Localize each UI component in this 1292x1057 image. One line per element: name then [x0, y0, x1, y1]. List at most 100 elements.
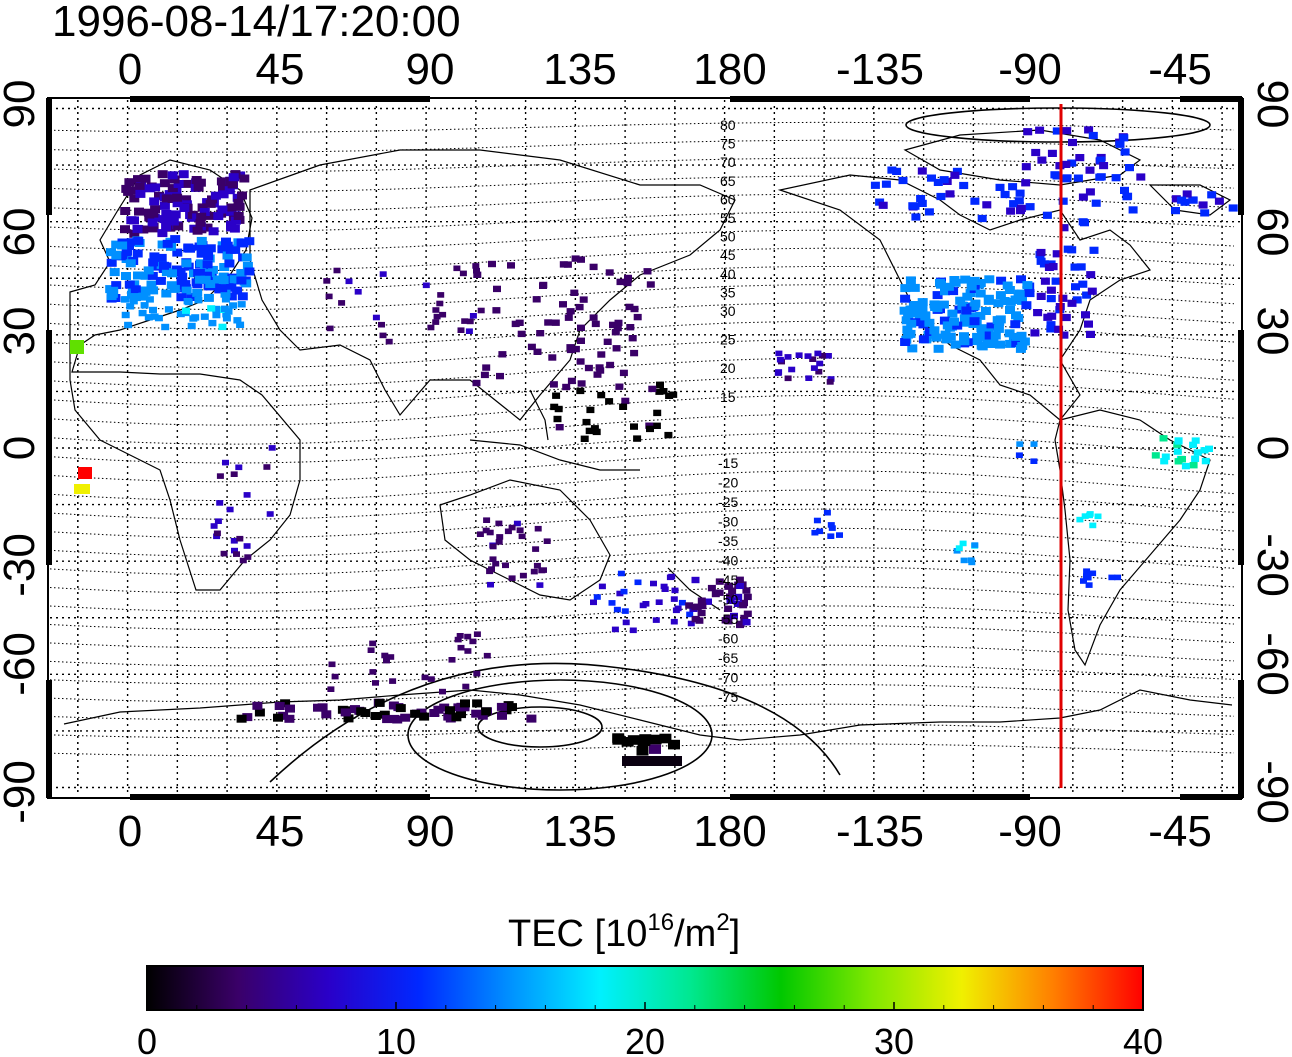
tec-cell	[460, 699, 470, 708]
tec-cell	[453, 265, 461, 272]
mlat-contour	[49, 664, 1235, 685]
tec-cell	[1031, 148, 1041, 157]
tec-cell	[389, 714, 400, 723]
tec-cell	[811, 529, 819, 536]
tec-cell	[887, 166, 897, 174]
tec-cell	[995, 340, 1005, 349]
tec-cell	[637, 736, 650, 746]
tec-cell	[236, 714, 247, 723]
tec-cell	[325, 293, 333, 300]
tec-cell	[236, 321, 245, 328]
tec-cell	[648, 385, 657, 393]
tec-cell	[1084, 320, 1093, 328]
lon-tick-label-top: -45	[1148, 45, 1212, 94]
tec-cell	[226, 283, 237, 292]
tec-cell	[199, 208, 210, 216]
tec-cell	[1016, 275, 1026, 284]
tec-cell	[214, 518, 222, 524]
coastline	[1148, 184, 1232, 216]
tec-cell	[950, 340, 961, 349]
tec-cell	[170, 235, 181, 244]
tec-cell	[571, 345, 580, 353]
tec-cell	[907, 307, 918, 316]
tec-cell	[650, 580, 657, 587]
tec-cell	[274, 702, 285, 710]
tec-cell	[969, 317, 980, 326]
tec-cell	[317, 703, 328, 712]
tec-cell	[670, 596, 678, 602]
tec-cell	[1010, 320, 1021, 329]
tec-cell	[907, 344, 918, 353]
tec-cell	[236, 276, 247, 285]
tec-cell	[241, 253, 252, 262]
mlat-contour	[49, 229, 1235, 252]
tec-cell	[993, 324, 1004, 333]
tec-cell	[140, 271, 151, 280]
tec-cell	[432, 319, 440, 325]
tec-cell	[172, 199, 183, 208]
tec-cell	[577, 256, 585, 263]
tec-cell	[383, 657, 390, 664]
tec-cell	[133, 236, 144, 245]
tec-cell	[146, 280, 157, 289]
tec-cell	[538, 567, 546, 574]
tec-cell	[932, 291, 943, 300]
tec-cell	[148, 286, 159, 295]
tec-cell	[466, 318, 474, 325]
tec-cell	[459, 270, 467, 277]
tec-cell	[939, 316, 950, 325]
tec-cell	[263, 464, 271, 470]
tec-cell	[508, 524, 516, 531]
tec-cell	[219, 263, 230, 271]
tec-cell	[932, 304, 943, 313]
tec-cell	[268, 445, 276, 451]
tec-cell	[111, 251, 122, 260]
tec-cell	[1067, 246, 1077, 254]
frame-bar-left	[46, 98, 52, 215]
tec-cell	[659, 388, 668, 395]
tec-cell	[477, 307, 485, 314]
lon-tick-label-bottom: 45	[256, 807, 305, 856]
tec-cell	[445, 714, 456, 723]
tec-cell	[815, 368, 823, 375]
tec-cell	[652, 617, 660, 623]
tec-cell	[1171, 207, 1180, 215]
tec-cell	[1072, 296, 1082, 304]
tec-cell	[1207, 191, 1217, 199]
tec-cell	[1062, 127, 1072, 135]
tec-cell	[1085, 166, 1095, 174]
tec-cell	[70, 340, 84, 354]
tec-cell	[621, 737, 634, 747]
tec-cell	[1044, 263, 1054, 271]
contour-label: 30	[720, 303, 736, 319]
tec-cell	[1036, 292, 1046, 300]
tec-cell	[595, 364, 604, 371]
tec-cell	[1021, 163, 1031, 171]
tec-cell	[810, 365, 818, 371]
tec-cell	[945, 190, 955, 198]
tec-cell	[918, 335, 929, 344]
tec-cell	[1052, 127, 1062, 135]
lat-tick-label-left: 30	[0, 307, 44, 356]
tec-cell	[625, 303, 634, 311]
tec-cell	[473, 271, 482, 278]
tec-cell	[900, 294, 911, 303]
tec-cell	[439, 311, 447, 318]
tec-cell	[111, 240, 122, 249]
tec-cell	[372, 680, 379, 686]
tec-cell	[579, 296, 588, 303]
tec-cell	[992, 316, 1003, 325]
tec-cell	[254, 708, 265, 717]
tec-cell	[1120, 186, 1129, 194]
tec-cell	[168, 217, 179, 226]
contour-label: 60	[720, 191, 736, 207]
tec-cell	[917, 298, 928, 307]
tec-cell	[824, 353, 832, 359]
tec-cell	[157, 229, 168, 238]
tec-cell	[230, 471, 238, 477]
tec-cell	[881, 180, 891, 188]
contour-label: -35	[718, 533, 738, 549]
tec-cell	[630, 305, 639, 313]
tec-cell	[481, 707, 491, 716]
tec-cell	[1173, 441, 1182, 448]
